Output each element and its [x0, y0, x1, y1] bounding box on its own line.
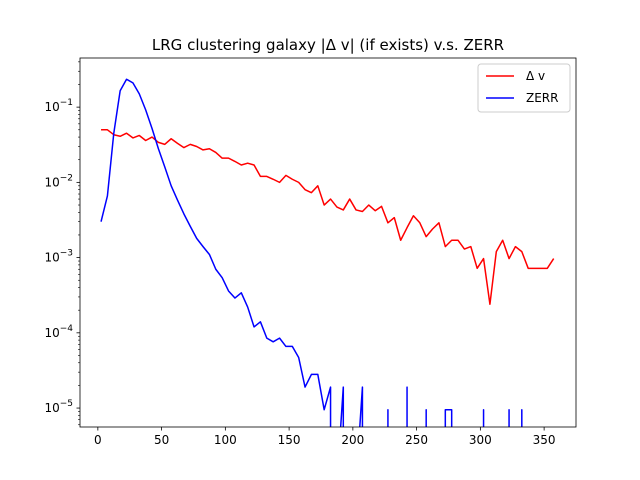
y-tick-base: 10: [44, 401, 59, 415]
y-tick-base: 10: [44, 175, 59, 189]
legend-label: ZERR: [526, 91, 558, 105]
series-line-delta-v: [101, 129, 555, 305]
y-tick-base: 10: [44, 326, 59, 340]
y-tick-exponent: −4: [60, 324, 74, 334]
x-tick-label: 50: [154, 433, 169, 447]
x-tick-label: 300: [469, 433, 492, 447]
legend: Δ v ZERR: [477, 63, 571, 113]
y-tick-exponent: −2: [60, 173, 73, 183]
x-tick-label: 200: [341, 433, 364, 447]
series-layer: [100, 78, 555, 427]
chart-title: LRG clustering galaxy |Δ v| (if exists) …: [152, 36, 504, 54]
y-tick-label: 10−4: [44, 324, 73, 340]
y-tick-base: 10: [44, 100, 59, 114]
y-tick-label: 10−3: [44, 249, 73, 265]
y-tick-exponent: −5: [60, 399, 73, 409]
x-tick-label: 0: [94, 433, 102, 447]
legend-label: Δ v: [526, 69, 545, 83]
y-tick-exponent: −1: [60, 98, 73, 108]
x-tick-label: 150: [278, 433, 301, 447]
plot-frame: [79, 57, 577, 428]
y-tick-exponent: −3: [60, 249, 73, 259]
y-tick-base: 10: [44, 251, 59, 265]
x-tick-label: 350: [533, 433, 556, 447]
y-tick-label: 10−2: [44, 173, 73, 189]
x-tick-label: 100: [214, 433, 237, 447]
axis-layer: 0 50 100 150 200 250 300 35010−110−210−310−410−…: [44, 61, 556, 447]
y-tick-label: 10−1: [44, 98, 73, 114]
y-tick-label: 10−5: [44, 399, 73, 415]
series-line-zerr: [100, 78, 523, 427]
x-tick-label: 250: [405, 433, 428, 447]
